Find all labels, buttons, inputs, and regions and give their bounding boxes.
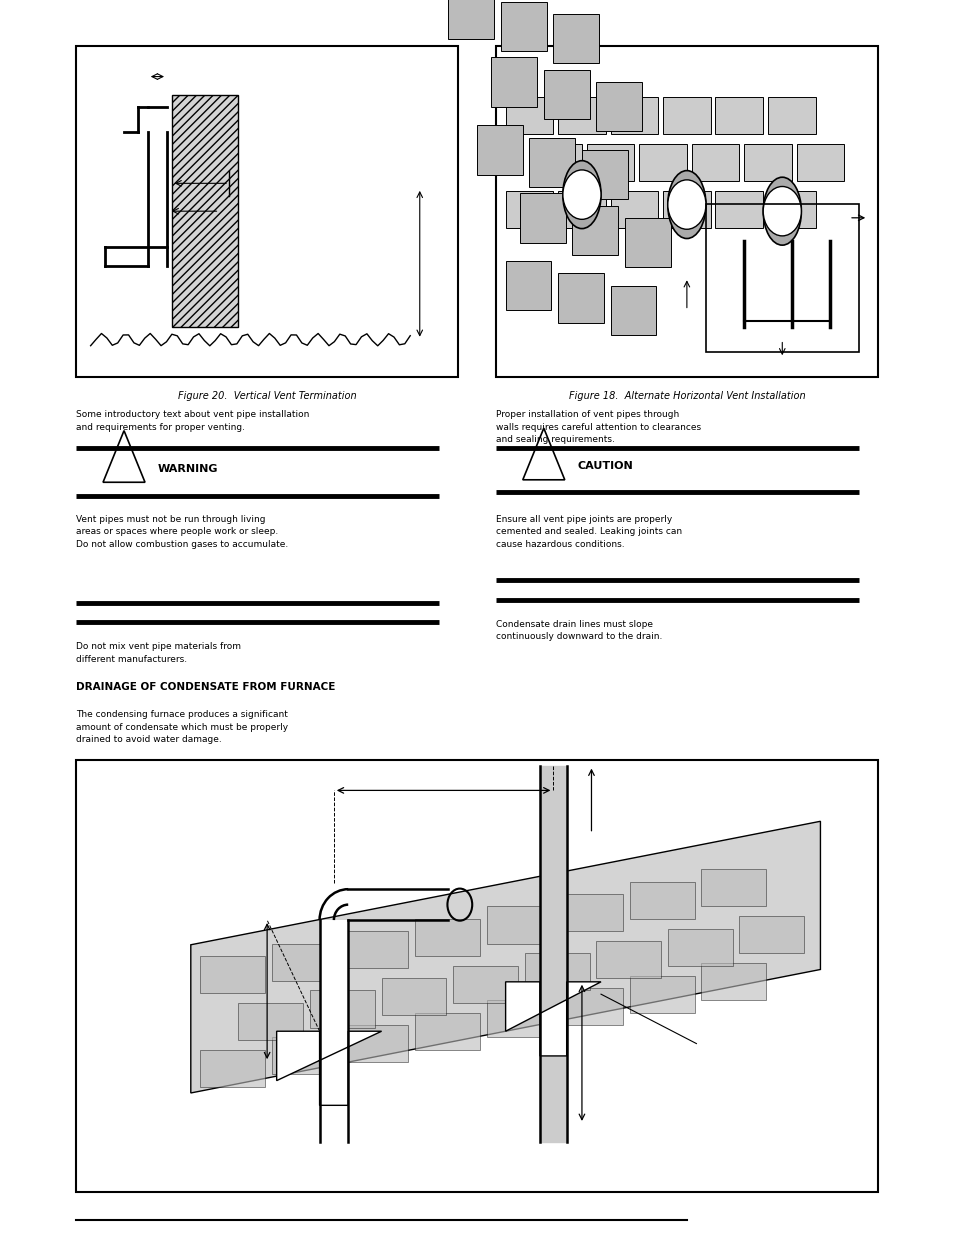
Bar (572, 205, 618, 254)
Bar (524, 953, 589, 990)
Bar (381, 978, 446, 1015)
Bar (629, 976, 694, 1013)
Bar (76, 760, 877, 1192)
Text: CAUTION: CAUTION (577, 461, 632, 472)
Text: Figure 20.  Vertical Vent Termination: Figure 20. Vertical Vent Termination (177, 391, 356, 401)
Bar (558, 96, 605, 133)
Bar (705, 204, 858, 352)
Text: Figure 18.  Alternate Horizontal Vent Installation: Figure 18. Alternate Horizontal Vent Ins… (568, 391, 804, 401)
Ellipse shape (762, 177, 801, 245)
Bar (662, 96, 710, 133)
Bar (415, 1013, 479, 1050)
Text: Do not mix vent pipe materials from
different manufacturers.: Do not mix vent pipe materials from diff… (76, 642, 241, 663)
Ellipse shape (562, 161, 600, 228)
Text: DRAINAGE OF CONDENSATE FROM FURNACE: DRAINAGE OF CONDENSATE FROM FURNACE (76, 682, 335, 692)
Text: Ensure all vent pipe joints are properly
cemented and sealed. Leaking joints can: Ensure all vent pipe joints are properly… (496, 515, 681, 550)
Bar (543, 69, 589, 119)
Bar (76, 46, 457, 377)
Bar (596, 82, 641, 131)
Bar (519, 193, 565, 242)
Bar (624, 217, 670, 267)
Bar (700, 963, 765, 1000)
Bar (715, 96, 762, 133)
Bar (500, 1, 546, 51)
Bar (715, 190, 762, 227)
Bar (700, 869, 765, 906)
Bar (476, 125, 522, 174)
Bar (767, 190, 815, 227)
Bar (691, 143, 739, 180)
Text: Condensate drain lines must slope
continuously downward to the drain.: Condensate drain lines must slope contin… (496, 620, 661, 641)
Text: Some introductory text about vent pipe installation
and requirements for proper : Some introductory text about vent pipe i… (76, 410, 310, 431)
Bar (529, 137, 575, 186)
Bar (486, 906, 551, 944)
Bar (505, 190, 553, 227)
Bar (558, 190, 605, 227)
Bar (310, 990, 375, 1028)
Bar (496, 46, 877, 377)
Ellipse shape (667, 170, 705, 238)
Bar (581, 149, 627, 199)
Bar (610, 190, 658, 227)
Bar (343, 931, 408, 968)
Text: The condensing furnace produces a significant
amount of condensate which must be: The condensing furnace produces a signif… (76, 710, 288, 745)
Bar (272, 944, 336, 981)
Bar (448, 0, 494, 38)
Bar (534, 143, 581, 180)
Bar (558, 988, 622, 1025)
Bar (453, 966, 517, 1003)
Circle shape (562, 170, 600, 220)
Bar (200, 956, 265, 993)
Bar (639, 143, 686, 180)
Polygon shape (191, 821, 820, 1093)
Polygon shape (276, 1031, 381, 1105)
Text: Vent pipes must not be run through living
areas or spaces where people work or s: Vent pipes must not be run through livin… (76, 515, 288, 550)
Circle shape (667, 180, 705, 230)
Bar (238, 1003, 303, 1040)
Bar (662, 190, 710, 227)
Bar (491, 57, 537, 106)
Bar (767, 96, 815, 133)
Bar (667, 929, 732, 966)
Bar (796, 143, 843, 180)
Text: WARNING: WARNING (157, 463, 217, 474)
Bar (596, 941, 660, 978)
Bar (486, 1000, 551, 1037)
Text: Proper installation of vent pipes through
walls requires careful attention to cl: Proper installation of vent pipes throug… (496, 410, 700, 445)
Circle shape (762, 186, 801, 236)
Bar (558, 273, 603, 322)
Bar (610, 285, 656, 335)
Bar (586, 143, 634, 180)
Bar (415, 919, 479, 956)
Polygon shape (505, 982, 600, 1056)
Bar (553, 14, 598, 63)
Bar (505, 261, 551, 310)
Bar (558, 894, 622, 931)
Bar (272, 1037, 336, 1074)
Bar (743, 143, 791, 180)
Bar (172, 95, 238, 327)
Bar (505, 96, 553, 133)
Bar (739, 916, 803, 953)
Bar (343, 1025, 408, 1062)
Bar (200, 1050, 265, 1087)
Bar (629, 882, 694, 919)
Bar (610, 96, 658, 133)
